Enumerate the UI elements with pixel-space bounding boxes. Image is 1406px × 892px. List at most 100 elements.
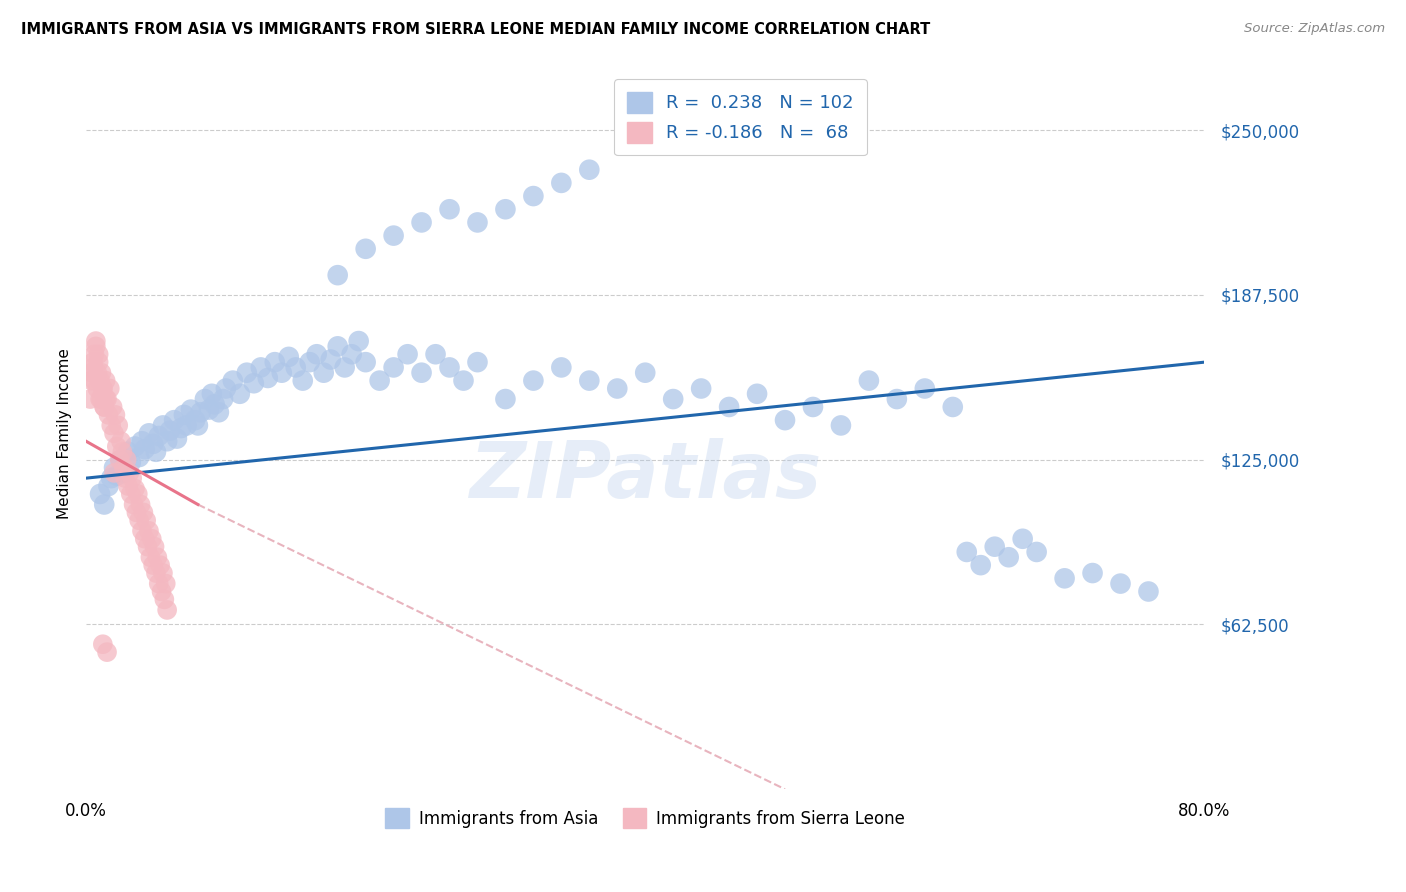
Point [125,505,148,519]
Point [1025,545,1047,559]
Point [212,392,235,406]
Point [82,355,104,369]
Point [187,418,209,433]
Point [204,397,226,411]
Point [80,374,103,388]
Point [156,434,179,449]
Point [120,455,142,469]
Point [439,360,461,375]
Point [105,468,128,483]
Point [124,440,146,454]
Point [86,366,108,380]
Point [112,466,135,480]
Point [87,347,110,361]
Point [215,382,238,396]
Point [89,392,111,406]
Y-axis label: Median Family Income: Median Family Income [58,348,72,519]
Point [550,176,572,190]
Point [718,400,741,414]
Point [494,202,516,217]
Point [97,408,120,422]
Point [96,392,118,406]
Point [578,374,600,388]
Point [93,400,115,414]
Point [143,540,166,554]
Point [236,366,259,380]
Point [79,392,101,406]
Point [382,228,405,243]
Point [1109,576,1132,591]
Point [606,382,628,396]
Point [117,444,139,458]
Point [453,374,475,388]
Point [634,366,657,380]
Point [382,360,405,375]
Point [467,355,489,369]
Point [690,382,713,396]
Point [184,413,207,427]
Point [148,576,170,591]
Point [1011,532,1033,546]
Point [145,444,167,458]
Point [132,505,155,519]
Point [117,479,139,493]
Point [284,360,307,375]
Point [107,418,129,433]
Point [425,347,447,361]
Point [983,540,1005,554]
Point [155,576,177,591]
Point [305,347,328,361]
Point [333,360,356,375]
Point [108,452,131,467]
Text: IMMIGRANTS FROM ASIA VS IMMIGRANTS FROM SIERRA LEONE MEDIAN FAMILY INCOME CORREL: IMMIGRANTS FROM ASIA VS IMMIGRANTS FROM … [21,22,931,37]
Point [411,215,433,229]
Point [229,386,252,401]
Point [87,355,110,369]
Point [494,392,516,406]
Point [1081,566,1104,580]
Point [103,460,125,475]
Point [467,215,489,229]
Point [176,418,198,433]
Point [1137,584,1160,599]
Point [127,487,149,501]
Point [153,592,176,607]
Point [522,189,544,203]
Point [98,382,121,396]
Point [134,532,156,546]
Text: ZIPatlas: ZIPatlas [470,438,821,514]
Point [131,524,153,538]
Point [886,392,908,406]
Point [354,242,377,256]
Point [83,374,105,388]
Point [80,366,103,380]
Point [170,421,193,435]
Point [914,382,936,396]
Point [121,471,143,485]
Point [277,350,299,364]
Point [105,440,128,454]
Point [93,400,115,414]
Text: Source: ZipAtlas.com: Source: ZipAtlas.com [1244,22,1385,36]
Point [112,460,135,475]
Point [110,434,132,449]
Point [180,402,202,417]
Point [148,429,170,443]
Point [136,540,159,554]
Point [194,392,217,406]
Point [396,347,419,361]
Point [270,366,292,380]
Point [82,360,104,375]
Point [354,355,377,369]
Point [312,366,335,380]
Point [662,392,685,406]
Point [773,413,796,427]
Point [124,482,146,496]
Point [745,386,768,401]
Point [326,268,349,282]
Point [830,418,852,433]
Point [89,374,111,388]
Point [347,334,370,348]
Point [100,471,122,485]
Point [90,366,112,380]
